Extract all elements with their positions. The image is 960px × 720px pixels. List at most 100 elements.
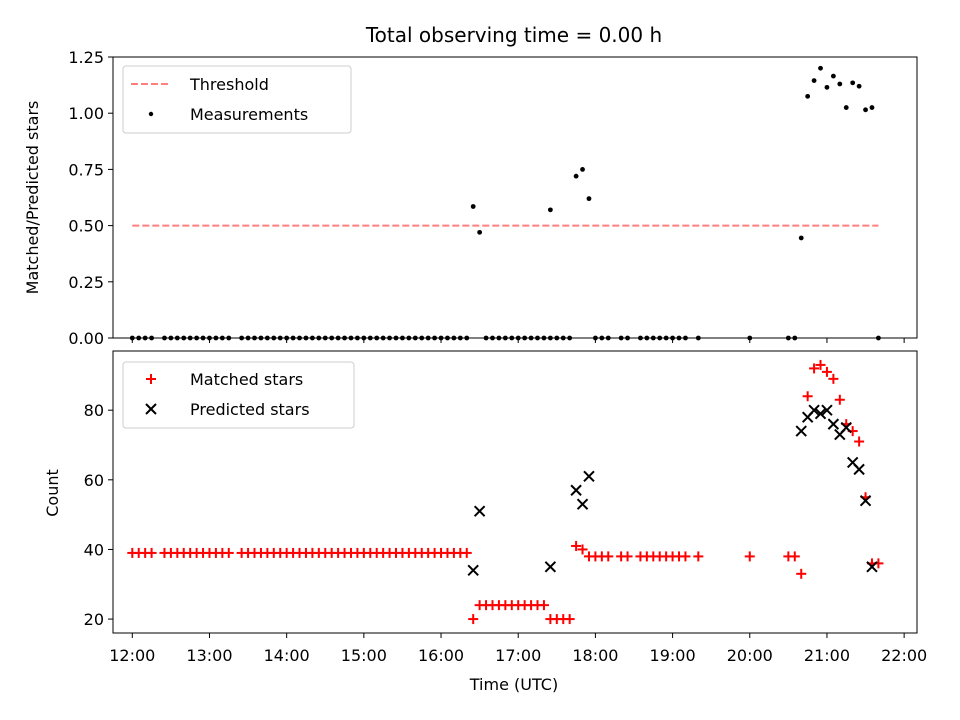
measurement-point xyxy=(863,107,868,113)
bottom-legend: Matched stars Predicted stars xyxy=(122,361,355,429)
top-y-ticks: 0.00 0.25 0.50 0.75 1.00 1.25 xyxy=(68,48,113,348)
top-legend: Threshold Measurements xyxy=(122,65,352,134)
bottom-y-tick-label: 80 xyxy=(84,401,104,420)
measurement-point xyxy=(470,204,476,209)
matched-star-point xyxy=(680,551,691,562)
top-y-tick-label: 1.25 xyxy=(68,48,104,67)
bottom-y-tick-label: 60 xyxy=(84,471,104,490)
measurement-point xyxy=(477,229,483,235)
bottom-x-tick-label: 18:00 xyxy=(572,646,618,665)
predicted-star-point xyxy=(473,505,486,517)
top-legend-box xyxy=(122,65,352,134)
bottom-legend-box xyxy=(122,361,355,429)
predicted-star-point xyxy=(853,463,865,476)
bottom-x-ticks: 12:00 13:00 14:00 15:00 16:00 17:00 18:00 19:00… xyxy=(109,633,927,665)
top-panel: 0.00 0.25 0.50 0.75 1.00 1.25 Threshold Measu… xyxy=(68,48,918,348)
matched-star-point xyxy=(564,614,575,625)
legend-measurements-label: Measurements xyxy=(190,105,308,124)
bottom-y-axis-label: Count xyxy=(43,469,62,517)
top-y-tick-label: 0.75 xyxy=(68,160,104,179)
matched-star-point xyxy=(603,551,614,562)
measurement-point xyxy=(586,196,592,202)
matched-star-point xyxy=(744,551,755,562)
matched-star-point xyxy=(146,547,157,558)
legend-predicted-marker xyxy=(145,403,157,415)
measurement-point xyxy=(837,81,843,87)
measurement-point xyxy=(580,167,585,172)
predicted-star-point xyxy=(866,561,878,573)
bottom-x-tick-label: 14:00 xyxy=(264,646,310,665)
top-x-ticks xyxy=(131,338,905,343)
matched-star-point xyxy=(571,540,582,551)
matched-star-point xyxy=(468,614,479,625)
matched-star-point xyxy=(815,359,826,370)
predicted-star-point xyxy=(808,404,820,416)
matched-star-point xyxy=(223,547,234,558)
legend-predicted-label: Predicted stars xyxy=(190,400,310,419)
bottom-x-tick-label: 15:00 xyxy=(341,646,387,665)
bottom-x-tick-label: 22:00 xyxy=(881,646,927,665)
predicted-star-point xyxy=(576,498,589,510)
measurement-point xyxy=(547,207,553,213)
legend-matched-marker xyxy=(146,374,156,384)
legend-predicted-swatch xyxy=(145,403,157,415)
bottom-y-ticks: 20 40 60 80 xyxy=(84,401,113,629)
predicted-star-point xyxy=(795,425,807,437)
legend-matched-label: Matched stars xyxy=(190,370,303,389)
matched-star-point xyxy=(789,551,800,562)
measurement-point xyxy=(850,80,856,86)
legend-threshold-label: Threshold xyxy=(189,75,269,94)
predicted-star-point xyxy=(467,564,479,577)
predicted-star-point xyxy=(827,418,840,430)
bottom-x-tick-label: 19:00 xyxy=(650,646,696,665)
bottom-axes-frame xyxy=(112,350,918,634)
predicted-star-point xyxy=(570,484,582,496)
top-y-axis-label: Matched/Predicted stars xyxy=(23,101,42,295)
measurement-point xyxy=(830,73,836,79)
top-axes-frame xyxy=(112,56,918,339)
bottom-x-tick-label: 13:00 xyxy=(186,646,232,665)
measurement-point xyxy=(843,105,849,110)
matched-star-point xyxy=(461,547,472,558)
legend-measurements-swatch xyxy=(148,111,154,117)
bottom-y-tick-label: 20 xyxy=(84,610,104,629)
predicted-star-point xyxy=(544,561,557,573)
top-y-tick-label: 1.00 xyxy=(68,104,104,123)
measurement-point xyxy=(805,93,811,99)
legend-matched-swatch xyxy=(146,374,156,384)
top-y-tick-label: 0.25 xyxy=(68,273,104,292)
predicted-star-point xyxy=(859,494,872,507)
matched-star-point xyxy=(538,600,549,611)
bottom-x-tick-label: 20:00 xyxy=(727,646,773,665)
chart-title: Total observing time = 0.00 h xyxy=(365,23,662,47)
matched-star-point xyxy=(693,551,704,562)
measurement-point xyxy=(856,83,862,89)
matched-star-point xyxy=(809,363,820,374)
measurement-point xyxy=(869,105,875,110)
measurement-point xyxy=(811,78,817,84)
predicted-star-point xyxy=(840,421,852,434)
x-axis-label: Time (UTC) xyxy=(469,675,558,694)
predicted-star-point xyxy=(583,470,595,483)
bottom-x-tick-label: 21:00 xyxy=(804,646,850,665)
matched-star-point xyxy=(854,436,865,447)
measurement-point xyxy=(818,65,823,71)
matched-star-point xyxy=(802,391,813,402)
top-y-tick-label: 0.50 xyxy=(68,217,104,236)
matched-star-point xyxy=(821,366,832,377)
matched-star-point xyxy=(828,373,839,384)
matched-star-point xyxy=(796,568,807,579)
bottom-x-tick-label: 17:00 xyxy=(495,646,541,665)
matched-star-point xyxy=(834,394,845,405)
bottom-x-tick-label: 16:00 xyxy=(418,646,464,665)
matched-star-point xyxy=(622,551,633,562)
matched-star-point xyxy=(577,544,588,555)
measurement-point xyxy=(824,84,830,90)
bottom-marks xyxy=(127,359,884,625)
predicted-star-point xyxy=(814,407,827,420)
top-y-tick-label: 0.00 xyxy=(68,329,104,348)
bottom-y-tick-label: 40 xyxy=(84,540,104,559)
predicted-star-point xyxy=(821,404,833,416)
